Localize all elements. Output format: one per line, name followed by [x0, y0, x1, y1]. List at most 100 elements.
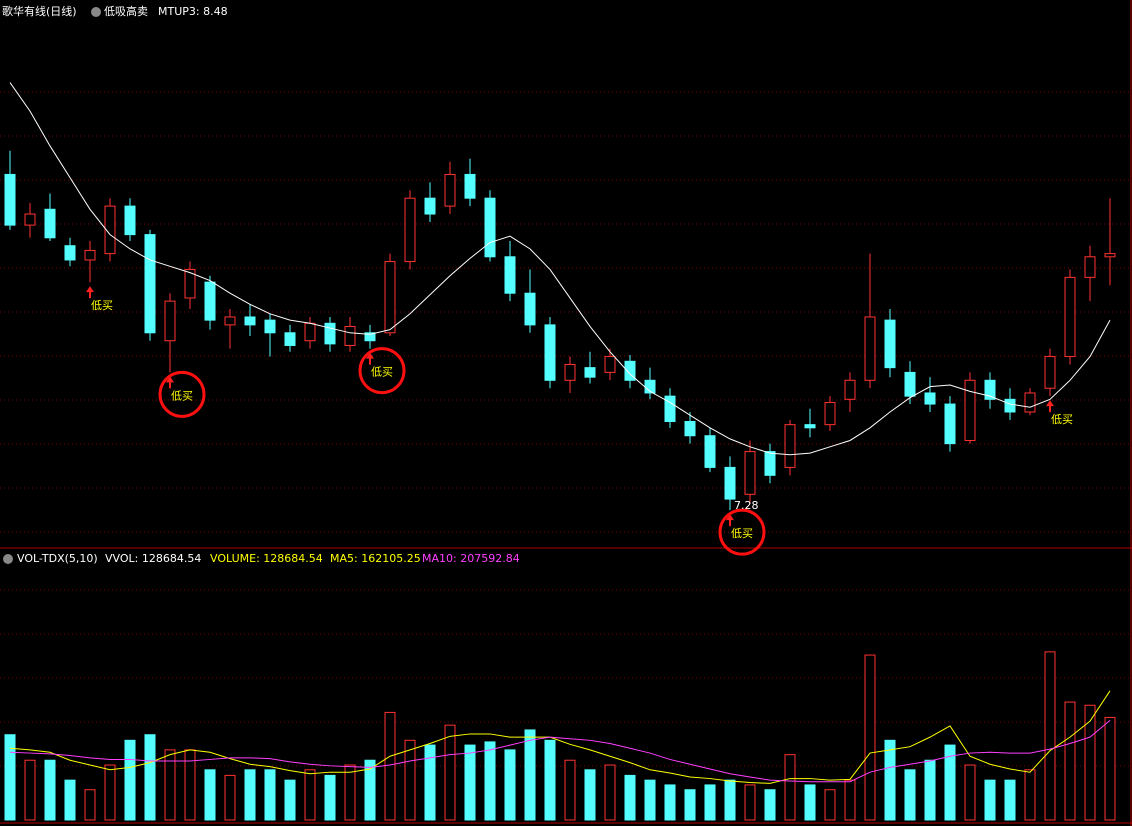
volume-bar: [384, 711, 396, 821]
candle-body: [904, 371, 916, 397]
volume-bar: [284, 779, 296, 821]
candle-body: [364, 332, 376, 342]
volume-bar: [64, 779, 76, 821]
volume-bar: [624, 774, 636, 821]
candle-body: [1044, 356, 1056, 389]
volume-bar: [504, 749, 516, 821]
candle-body: [104, 205, 116, 255]
volume-bar: [524, 729, 536, 821]
candle-body: [784, 424, 796, 468]
candle-body: [444, 173, 456, 207]
indicator-name: 低吸高卖: [104, 4, 148, 18]
candle-body: [964, 379, 976, 441]
ma10-value: MA10: 207592.84: [422, 552, 520, 565]
volume-bar: [1004, 779, 1016, 821]
volume-bar: [424, 744, 436, 821]
signal-label: 低买: [371, 366, 393, 379]
volume-indicator-name: VOL-TDX(5,10): [17, 552, 98, 565]
volume-bar: [1084, 704, 1096, 821]
chart-title: 歌华有线(日线): [2, 4, 77, 18]
ma-line: [9, 82, 1111, 456]
volume-bar: [604, 764, 616, 821]
candle-body: [244, 316, 256, 326]
volume-bar: [1064, 701, 1076, 821]
volume-bar: [164, 749, 176, 821]
volume-bar: [984, 779, 996, 821]
signal-label: 低买: [171, 389, 193, 402]
candle-body: [744, 451, 756, 495]
volume-bar: [1104, 716, 1116, 821]
volume-bar: [844, 779, 856, 821]
candle-body: [864, 316, 876, 381]
volume-bar: [584, 769, 596, 821]
volume-bar: [204, 769, 216, 821]
signal-circle: [718, 508, 766, 556]
volume-bar: [404, 739, 416, 821]
volume-ma5-line: [9, 690, 1111, 784]
candle-body: [984, 379, 996, 400]
volume-bar: [644, 779, 656, 821]
candle-body: [1024, 392, 1036, 413]
volume-bar: [264, 769, 276, 821]
volume-bar: [924, 759, 936, 821]
volume-bar: [664, 784, 676, 821]
volume-bar: [764, 789, 776, 821]
candle-body: [64, 245, 76, 261]
candle-body: [164, 300, 176, 342]
volume-bar: [784, 754, 796, 821]
volume-bar: [684, 789, 696, 821]
volume-bar: [1044, 651, 1056, 821]
signal-label: 低买: [1051, 413, 1073, 426]
candle-body: [284, 332, 296, 346]
candle-body: [144, 234, 156, 334]
volume-bar: [804, 784, 816, 821]
candle-body: [264, 319, 276, 334]
candle-body: [224, 316, 236, 326]
volume-bar: [964, 764, 976, 821]
volume-bar: [24, 759, 36, 821]
candle-body: [1064, 276, 1076, 358]
volume-bar: [884, 739, 896, 821]
candle-body: [1104, 253, 1116, 258]
candle-body: [924, 392, 936, 405]
candle-body: [124, 205, 136, 236]
candle-body: [564, 363, 576, 381]
candle-body: [804, 424, 816, 429]
candle-body: [1004, 398, 1016, 413]
volume-bar: [464, 744, 476, 821]
signal-circle: [158, 370, 206, 418]
volume-bar: [244, 769, 256, 821]
volume-bar: [364, 759, 376, 821]
volume-value: VOLUME: 128684.54: [210, 552, 323, 565]
buy-arrow: [86, 286, 94, 299]
candle-body: [884, 319, 896, 369]
volume-bar: [864, 654, 876, 821]
volume-bar: [904, 769, 916, 821]
volume-bar: [344, 764, 356, 821]
signal-label: 低买: [91, 299, 113, 312]
volume-bar: [4, 734, 16, 821]
volume-ma10-line: [9, 720, 1111, 783]
ma5-value: MA5: 162105.25: [330, 552, 421, 565]
volume-toggle[interactable]: [3, 554, 13, 564]
candle-body: [204, 281, 216, 321]
volume-bar: [304, 769, 316, 821]
signal-label: 低买: [731, 527, 753, 540]
candle-body: [684, 420, 696, 437]
candle-body: [464, 173, 476, 199]
candle-body: [824, 401, 836, 426]
candle-body: [584, 367, 596, 378]
volume-bar: [444, 724, 456, 821]
candle-body: [24, 213, 36, 226]
indicator-toggle[interactable]: [91, 7, 101, 17]
candle-body: [424, 197, 436, 215]
candle-body: [1084, 256, 1096, 278]
candle-body: [664, 395, 676, 422]
volume-bar: [564, 759, 576, 821]
volume-bar: [324, 774, 336, 821]
candle-body: [504, 256, 516, 294]
candle-body: [84, 249, 96, 261]
